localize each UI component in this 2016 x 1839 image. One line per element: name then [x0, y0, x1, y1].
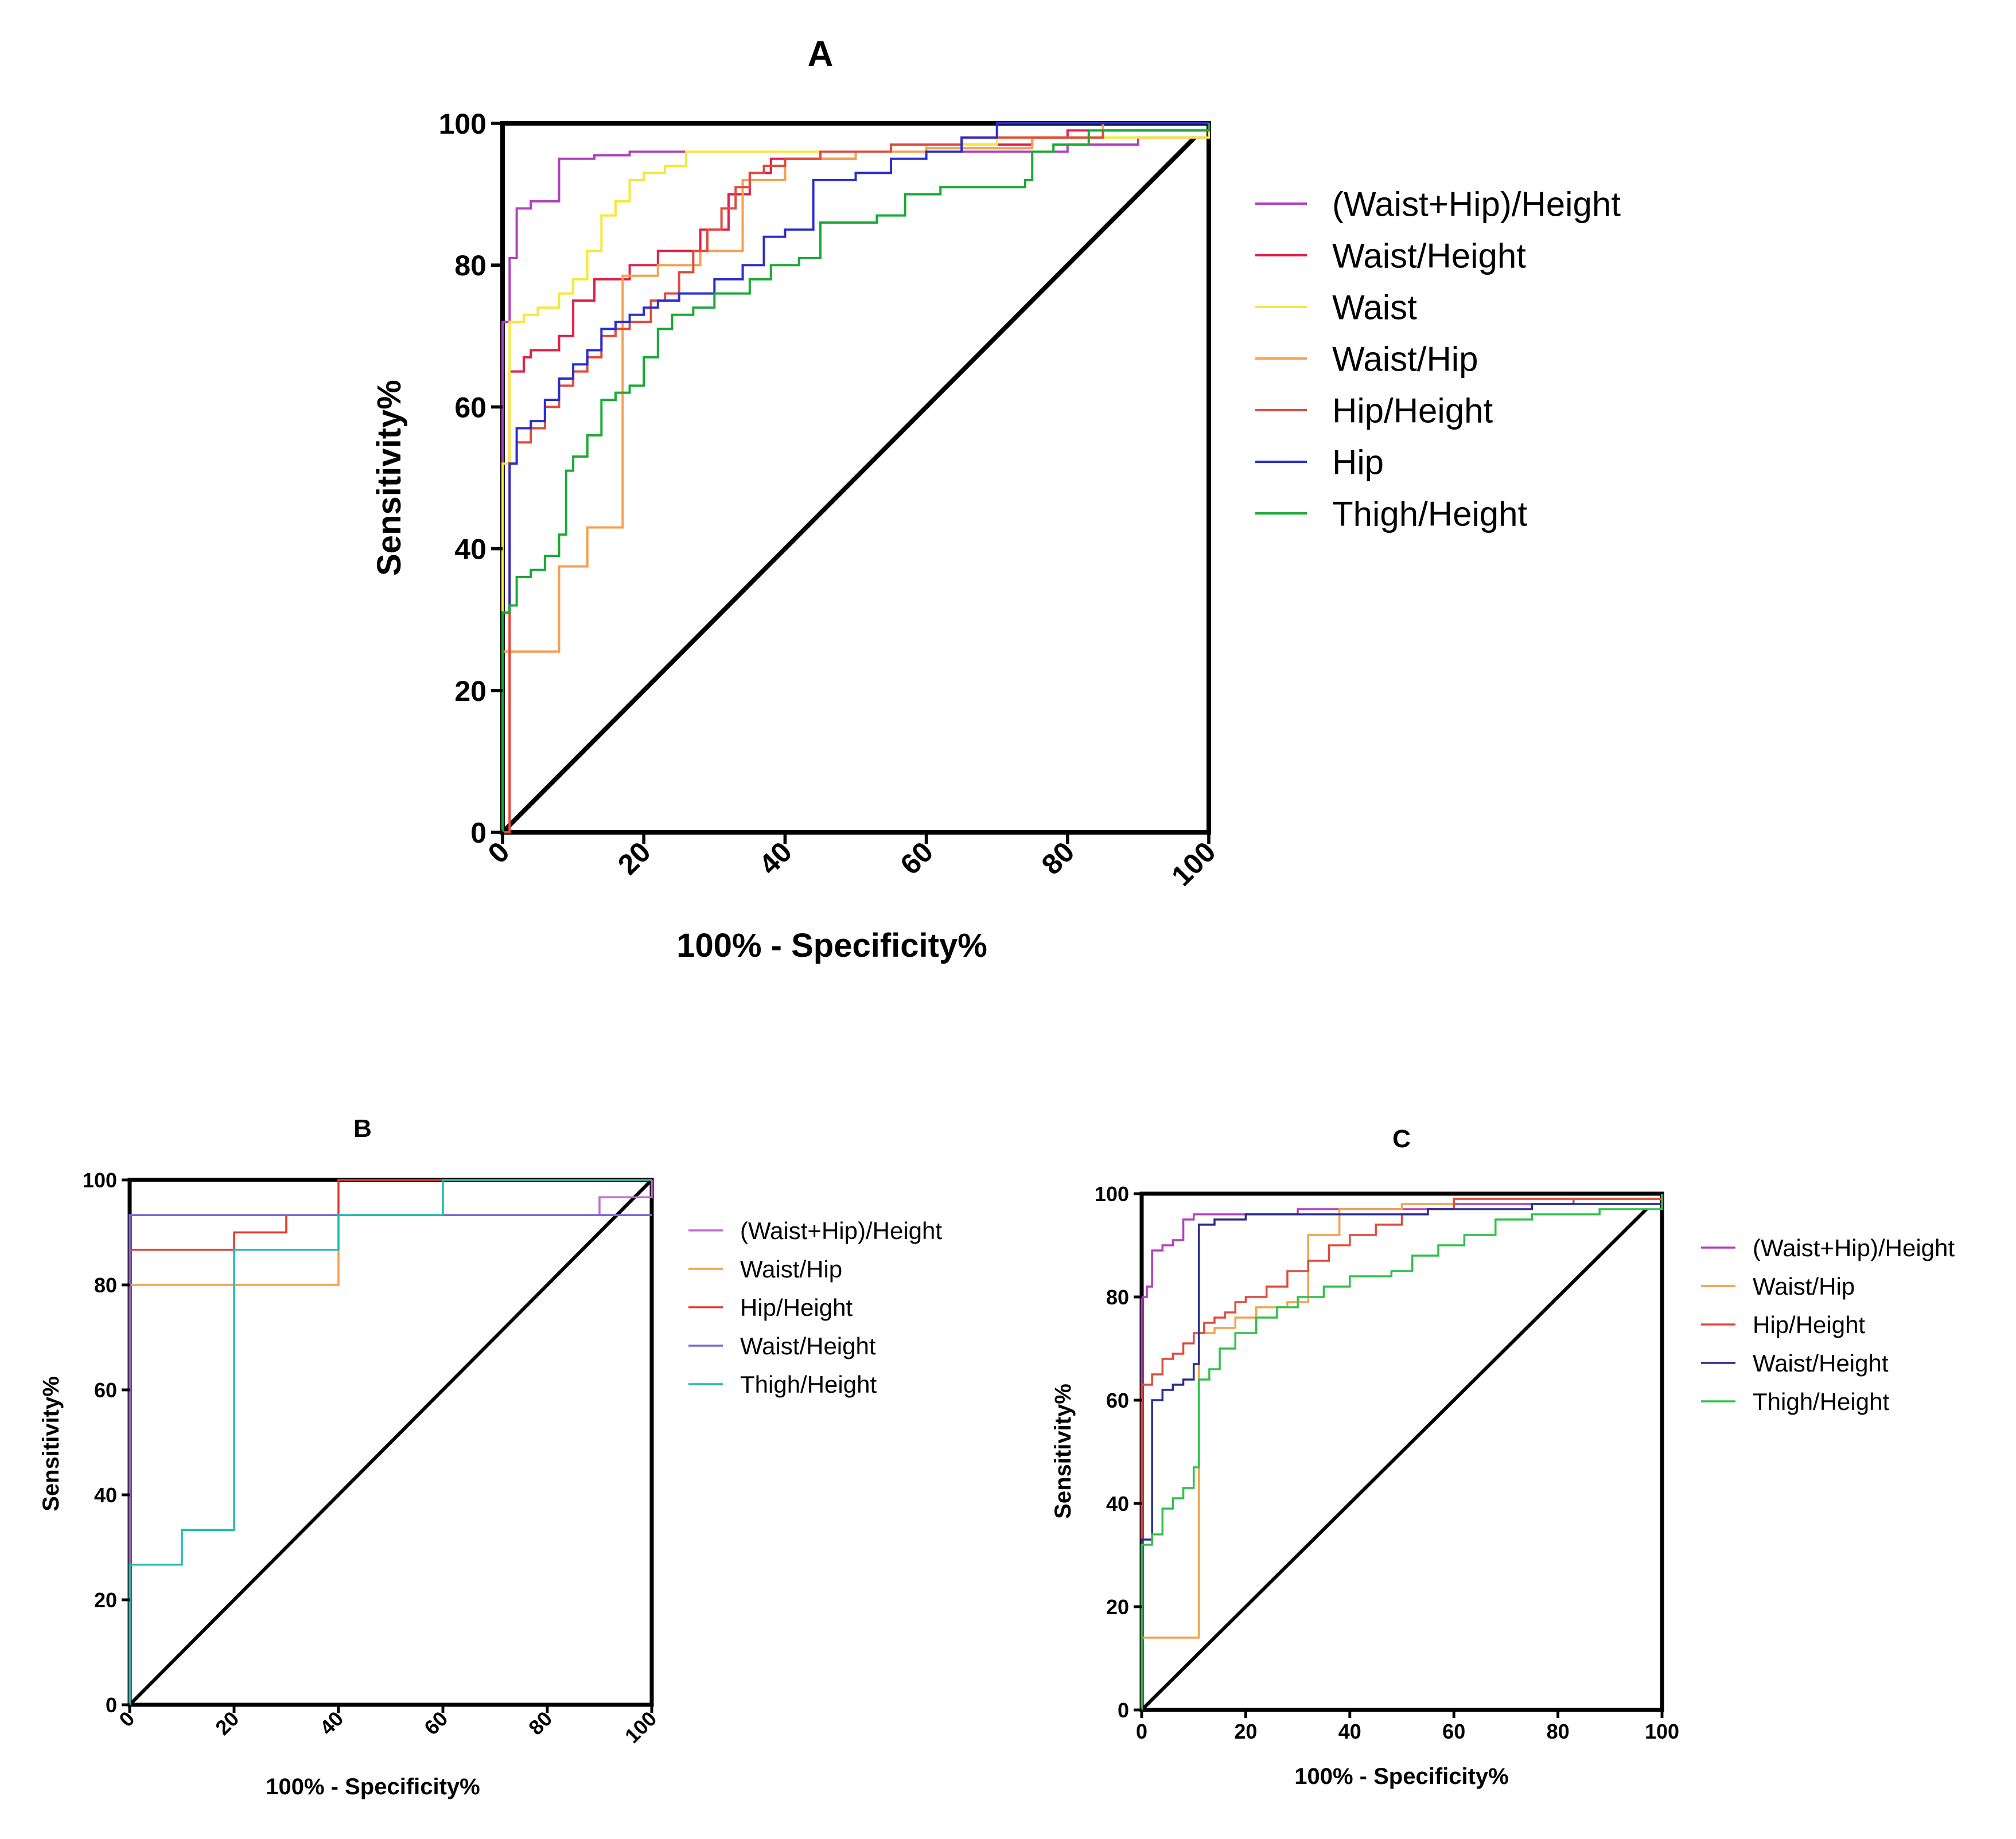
legend: (Waist+Hip)/Height Waist/Height Waist Waist… — [1255, 185, 1621, 533]
y-axis-label: Sensitivity% — [371, 380, 408, 576]
y-tick-label: 40 — [94, 1483, 117, 1507]
legend-label: Waist/Hip — [1753, 1273, 1855, 1300]
series-line-waist-hip-height — [501, 123, 1210, 832]
series-line-hip-height — [1141, 1194, 1663, 1710]
legend-item: (Waist+Hip)/Height — [1255, 185, 1621, 224]
series-line-waist-height — [129, 1214, 652, 1705]
legend-label: Hip/Height — [1753, 1311, 1865, 1338]
y-tick-label: 60 — [1106, 1389, 1129, 1412]
chart-title: A — [808, 34, 834, 74]
y-tick-label: 0 — [470, 817, 487, 849]
reference-line — [501, 135, 1197, 834]
legend-label: Waist/Hip — [740, 1256, 842, 1283]
series-line-hip — [501, 122, 1209, 832]
y-tick-label: 100 — [439, 108, 487, 140]
y-tick-label: 40 — [454, 533, 487, 566]
series-line-thigh-height — [501, 123, 1210, 832]
legend-label: (Waist+Hip)/Height — [1753, 1234, 1955, 1261]
legend-item: Thigh/Height — [1701, 1388, 1889, 1415]
y-tick-label: 100 — [83, 1168, 117, 1192]
series-line-thigh-height — [1141, 1194, 1663, 1710]
x-tick-label: 0 — [1136, 1720, 1147, 1743]
legend: (Waist+Hip)/Height Waist/Hip Hip/Height Wai… — [1701, 1234, 1955, 1415]
y-tick-label: 60 — [454, 391, 487, 423]
legend-label: Thigh/Height — [1332, 495, 1528, 533]
y-tick-label: 80 — [94, 1273, 117, 1297]
legend-label: Hip — [1332, 443, 1384, 482]
series-line-waist-hip-height — [1141, 1194, 1663, 1710]
y-axis-label: Sensitivity% — [1050, 1384, 1076, 1519]
legend-label: Waist — [1332, 289, 1417, 327]
y-tick-label: 20 — [1106, 1595, 1129, 1619]
series-line-hip-height — [503, 123, 1210, 833]
x-tick-label: 40 — [1338, 1720, 1361, 1743]
legend-item: Hip/Height — [688, 1294, 853, 1321]
legend-item: Waist/Height — [1255, 237, 1526, 275]
legend-label: Thigh/Height — [1753, 1388, 1889, 1415]
x-tick-label: 80 — [1547, 1720, 1570, 1743]
x-tick-label: 100 — [1645, 1720, 1679, 1743]
reference-line — [128, 1178, 653, 1706]
series-line-waist-height — [1141, 1194, 1663, 1710]
legend-item: Waist — [1255, 289, 1417, 327]
legend-label: Hip/Height — [740, 1294, 853, 1321]
x-tick-label: 60 — [1442, 1720, 1465, 1743]
chart-title: C — [1392, 1125, 1411, 1153]
legend-item: Hip — [1255, 443, 1384, 482]
legend-item: Waist/Hip — [1255, 340, 1478, 379]
chart-title: B — [353, 1115, 372, 1143]
legend-item: (Waist+Hip)/Height — [1701, 1234, 1955, 1261]
y-tick-label: 0 — [106, 1693, 117, 1717]
y-tick-label: 80 — [454, 250, 487, 282]
legend-item: Thigh/Height — [1255, 495, 1528, 533]
legend-item: (Waist+Hip)/Height — [688, 1217, 942, 1244]
series-line-waist-hip — [501, 122, 1209, 832]
series-line-thigh-height — [129, 1179, 652, 1705]
x-tick-label: 20 — [1234, 1720, 1257, 1743]
series-line-hip-height — [129, 1179, 652, 1705]
legend-item: Hip/Height — [1701, 1311, 1865, 1338]
y-tick-label: 60 — [94, 1378, 117, 1402]
legend: (Waist+Hip)/Height Waist/Hip Hip/Height Wai… — [688, 1217, 942, 1398]
legend-label: Waist/Hip — [1332, 340, 1478, 379]
x-axis-label: 100% - Specificity% — [266, 1774, 480, 1799]
legend-label: Thigh/Height — [740, 1371, 877, 1398]
legend-item: Waist/Height — [688, 1333, 876, 1359]
y-tick-label: 0 — [1118, 1698, 1129, 1722]
legend-label: Waist/Height — [1332, 237, 1526, 275]
x-axis-label: 100% - Specificity% — [676, 927, 987, 964]
y-axis-label: Sensitivity% — [38, 1376, 64, 1511]
legend-label: (Waist+Hip)/Height — [1332, 185, 1621, 224]
reference-line — [1140, 1207, 1648, 1712]
y-tick-label: 100 — [1095, 1182, 1129, 1206]
y-tick-label: 80 — [1106, 1285, 1129, 1309]
legend-label: Hip/Height — [1332, 392, 1493, 430]
chart-c: C 0 20 40 60 80 100 0 20 40 60 80 100 100% - Specific… — [1050, 1125, 1955, 1789]
legend-item: Thigh/Height — [688, 1371, 877, 1398]
legend-label: Waist/Height — [740, 1333, 876, 1359]
legend-label: Waist/Height — [1753, 1350, 1889, 1377]
y-tick-label: 40 — [1106, 1492, 1129, 1515]
legend-item: Waist/Height — [1701, 1350, 1889, 1377]
legend-label: (Waist+Hip)/Height — [740, 1217, 942, 1244]
x-axis-label: 100% - Specificity% — [1294, 1764, 1509, 1789]
legend-item: Hip/Height — [1255, 392, 1493, 430]
legend-item: Waist/Hip — [688, 1256, 842, 1283]
y-tick-label: 20 — [94, 1588, 117, 1612]
legend-item: Waist/Hip — [1701, 1273, 1855, 1300]
y-tick-label: 20 — [454, 675, 487, 707]
